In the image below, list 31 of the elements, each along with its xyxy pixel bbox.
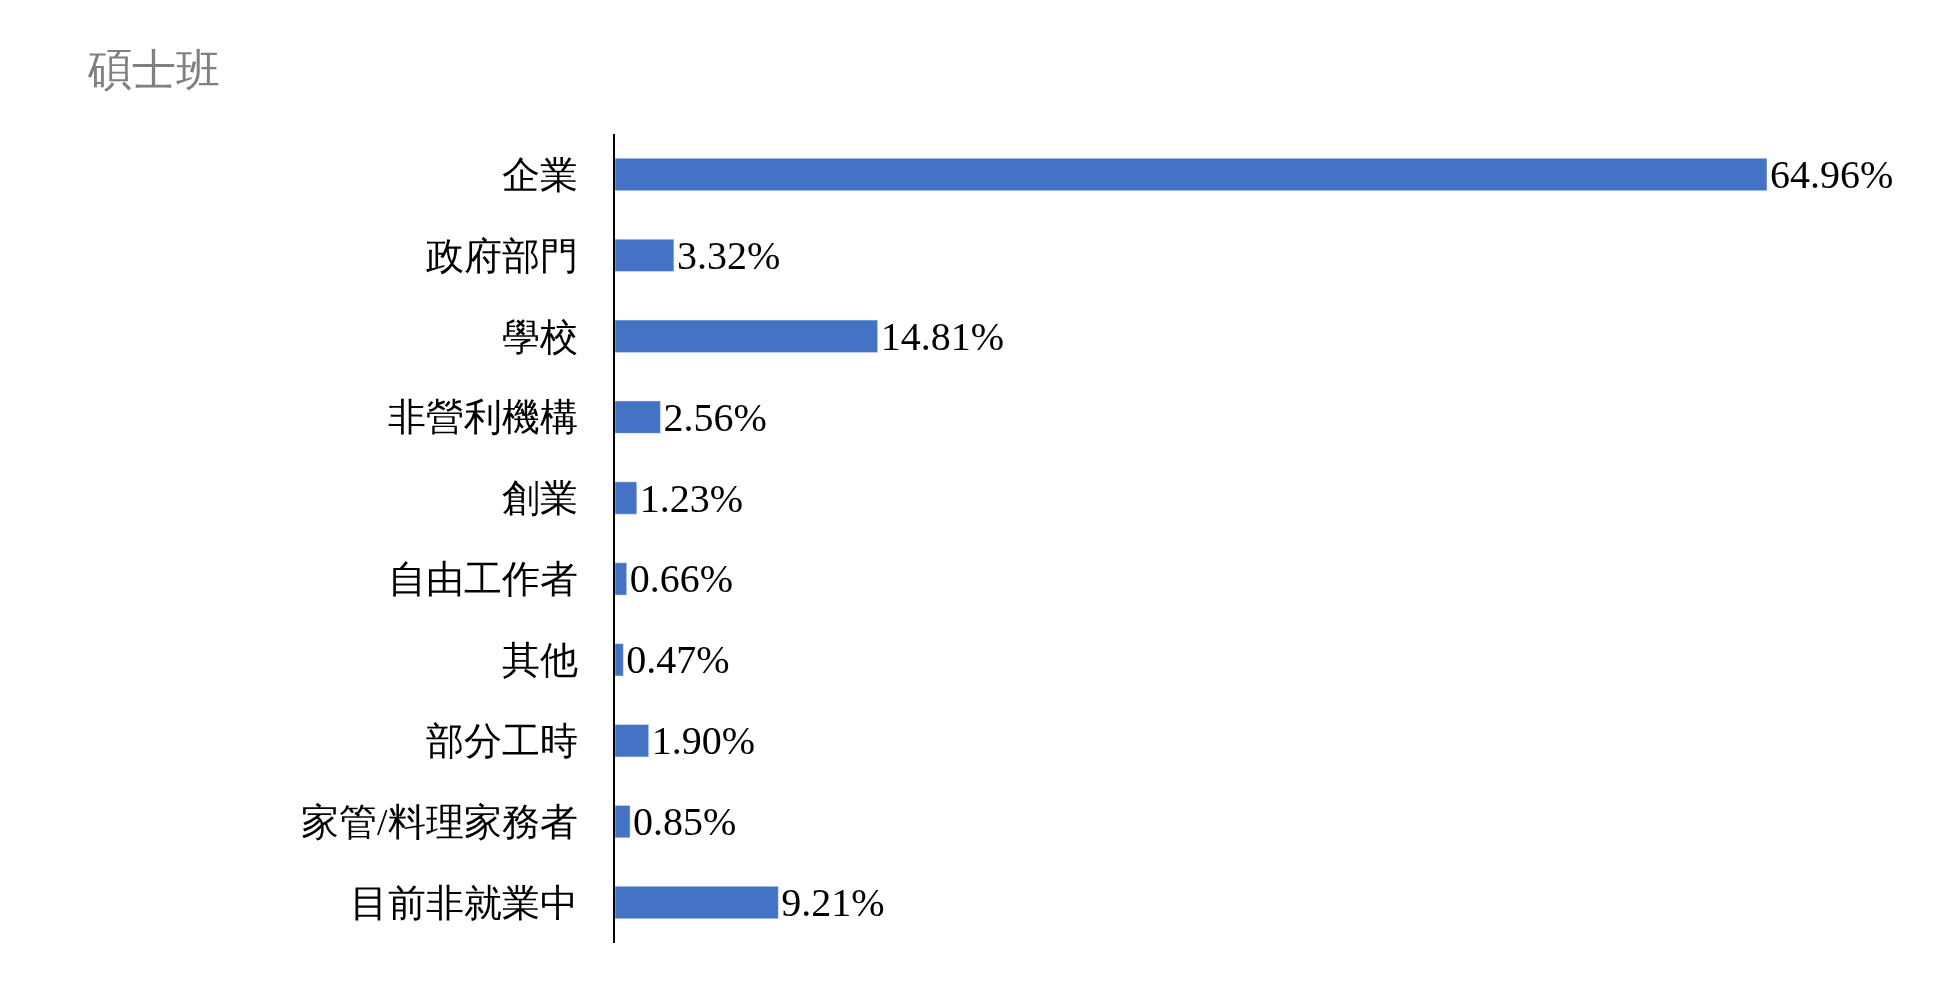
- bar: [615, 481, 638, 515]
- data-label: 0.85%: [633, 799, 737, 845]
- y-tick-label: 其他: [501, 639, 578, 682]
- bar: [615, 158, 1767, 191]
- bar: [615, 724, 649, 758]
- data-label: 0.66%: [629, 556, 734, 602]
- data-label: 3.32%: [676, 232, 781, 278]
- y-tick-label: 政府部門: [425, 234, 578, 277]
- bar: [615, 319, 878, 353]
- bar: [615, 643, 624, 677]
- bar: [615, 238, 675, 272]
- y-tick-label: 創業: [501, 477, 578, 520]
- bar: [615, 400, 661, 434]
- data-label: 64.96%: [1770, 151, 1894, 197]
- bar: [615, 805, 631, 839]
- bar: [615, 886, 779, 919]
- data-label: 14.81%: [880, 313, 1004, 359]
- y-tick-label: 目前非就業中: [349, 881, 578, 924]
- data-label: 1.90%: [651, 718, 756, 764]
- y-tick-label: 部分工時: [425, 720, 578, 763]
- data-label: 0.47%: [626, 637, 730, 683]
- y-tick-label: 家管/料理家務者: [301, 800, 578, 843]
- text: 碩士班: [86, 45, 220, 95]
- bar: [615, 562, 627, 596]
- y-tick-label: 自由工作者: [387, 558, 578, 601]
- data-label: 2.56%: [663, 394, 767, 440]
- y-tick-label: 企業: [501, 153, 578, 196]
- data-label: 1.23%: [639, 475, 744, 521]
- y-tick-label: 學校: [501, 315, 578, 358]
- y-tick-label: 非營利機構: [387, 396, 578, 439]
- data-label: 9.21%: [781, 880, 885, 926]
